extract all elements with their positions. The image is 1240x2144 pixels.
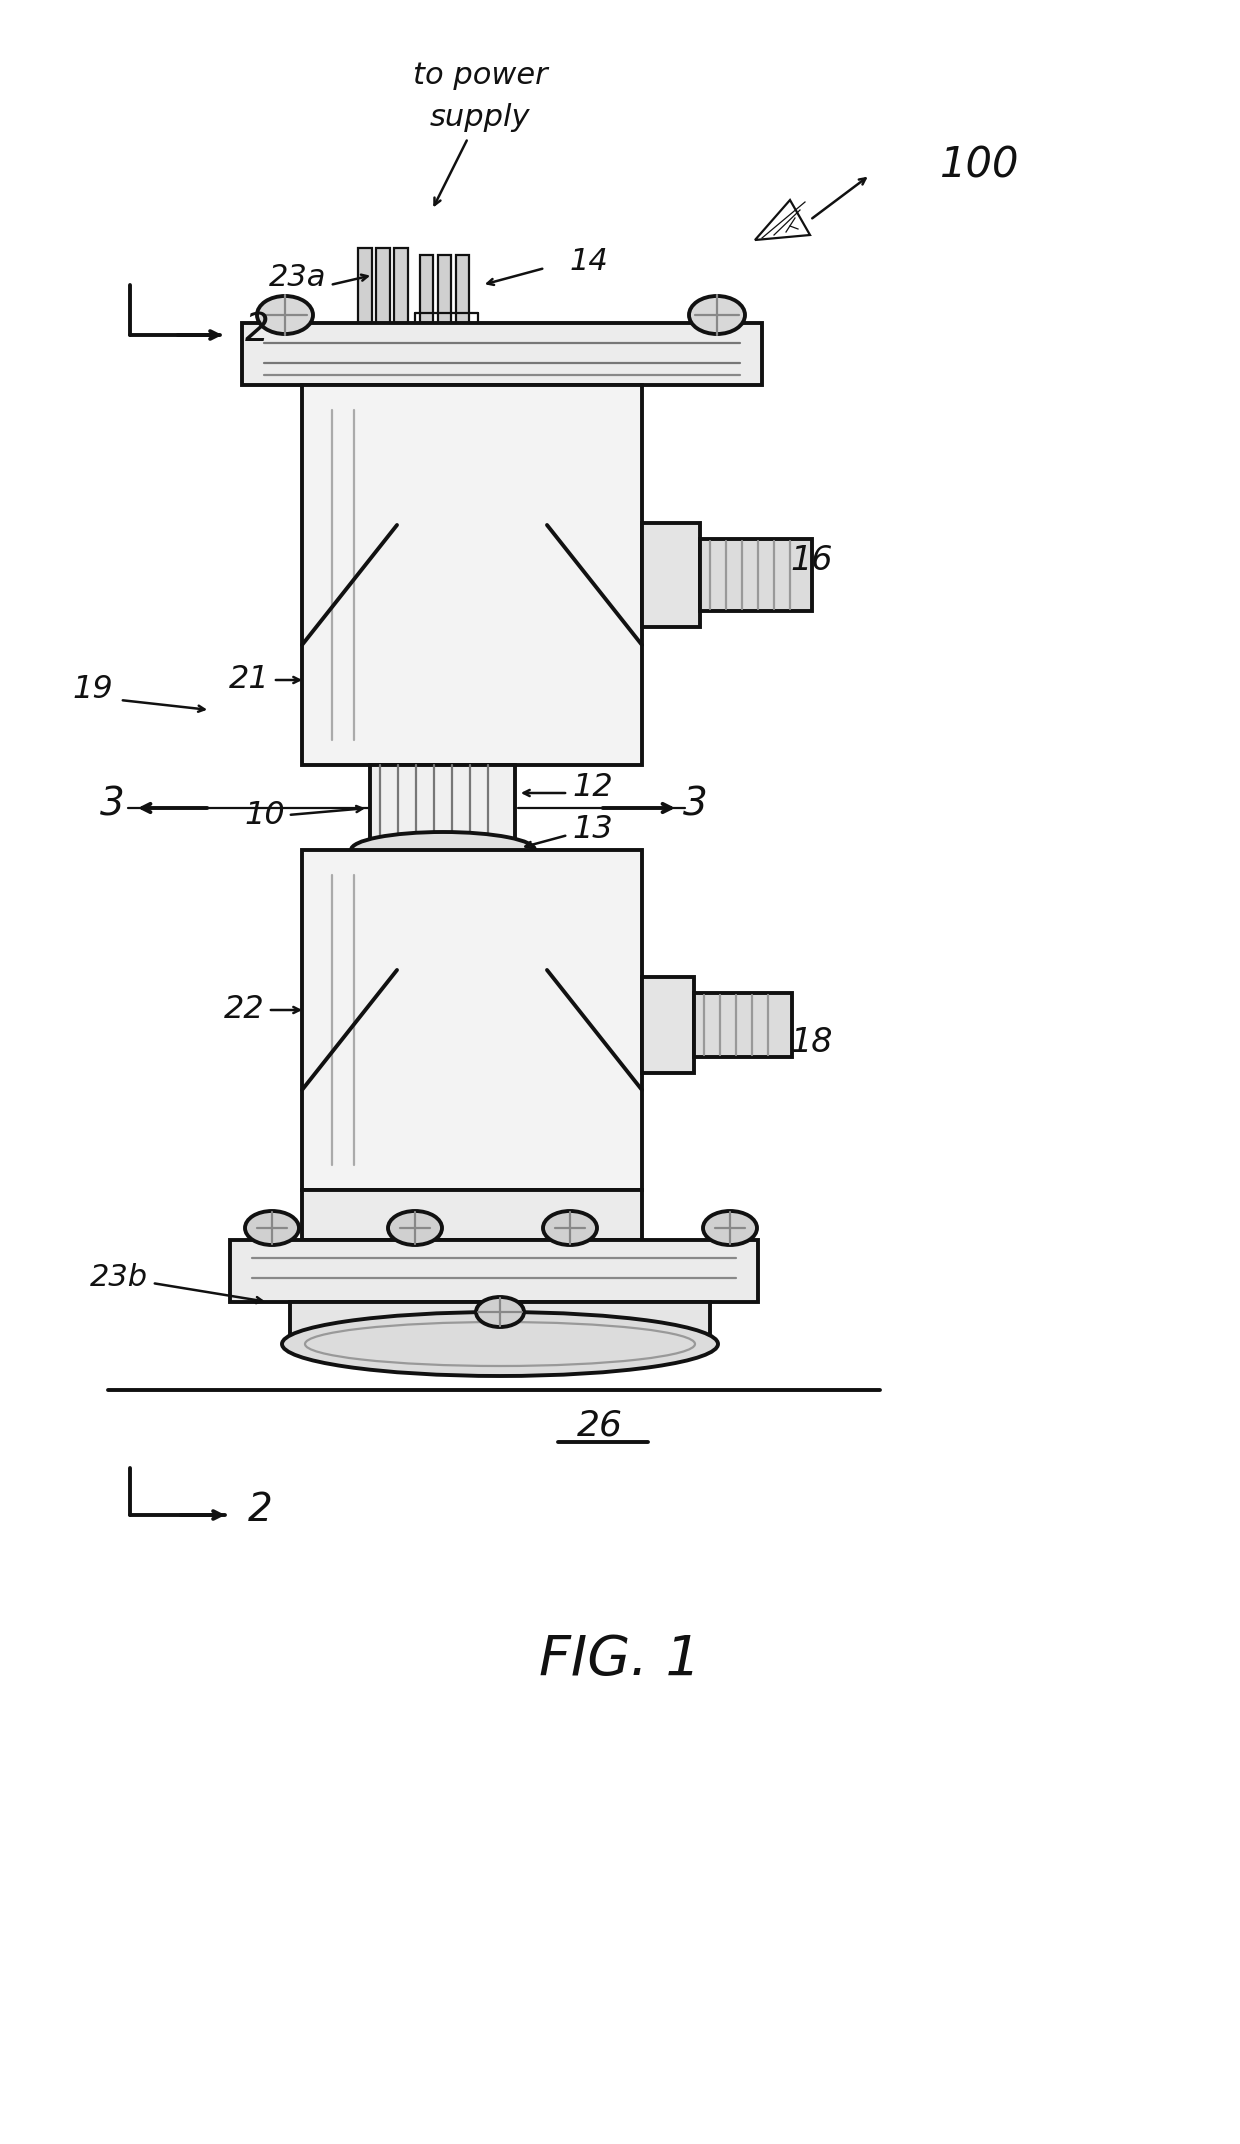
Text: 21: 21 xyxy=(229,665,270,695)
Text: supply: supply xyxy=(430,103,531,133)
Bar xyxy=(229,1239,758,1301)
Bar xyxy=(642,978,694,1072)
Text: 12: 12 xyxy=(572,772,613,804)
Text: 14: 14 xyxy=(570,247,609,277)
Text: 23a: 23a xyxy=(269,264,327,292)
Text: 100: 100 xyxy=(940,144,1019,187)
Bar xyxy=(701,538,812,611)
Ellipse shape xyxy=(281,1312,718,1376)
Ellipse shape xyxy=(689,296,745,334)
Bar xyxy=(303,386,642,765)
Ellipse shape xyxy=(351,832,534,868)
Text: 10: 10 xyxy=(244,800,285,830)
Bar xyxy=(290,1301,711,1344)
Text: 22: 22 xyxy=(224,995,265,1025)
Bar xyxy=(642,523,701,626)
Bar xyxy=(303,1190,642,1239)
Ellipse shape xyxy=(543,1211,596,1246)
Text: 18: 18 xyxy=(790,1025,832,1059)
Text: 13: 13 xyxy=(572,815,613,845)
Text: 16: 16 xyxy=(790,542,832,577)
Ellipse shape xyxy=(703,1211,756,1246)
Text: 3: 3 xyxy=(99,787,124,823)
Text: 3: 3 xyxy=(683,787,707,823)
Bar xyxy=(438,255,451,324)
Bar xyxy=(303,849,642,1190)
Ellipse shape xyxy=(257,296,312,334)
Bar xyxy=(376,249,391,324)
Bar xyxy=(242,324,763,386)
Bar xyxy=(456,255,469,324)
Text: 19: 19 xyxy=(72,675,113,705)
Text: 2: 2 xyxy=(246,311,270,349)
Bar xyxy=(394,249,408,324)
Text: to power: to power xyxy=(413,60,547,90)
Text: 23b: 23b xyxy=(89,1263,148,1293)
Bar xyxy=(694,993,792,1057)
Bar xyxy=(370,765,515,849)
Ellipse shape xyxy=(388,1211,441,1246)
Bar xyxy=(420,255,433,324)
Text: 26: 26 xyxy=(577,1409,622,1443)
Text: 2: 2 xyxy=(248,1490,273,1529)
Bar xyxy=(358,249,372,324)
Ellipse shape xyxy=(246,1211,299,1246)
Ellipse shape xyxy=(476,1297,525,1327)
Text: FIG. 1: FIG. 1 xyxy=(539,1634,701,1687)
